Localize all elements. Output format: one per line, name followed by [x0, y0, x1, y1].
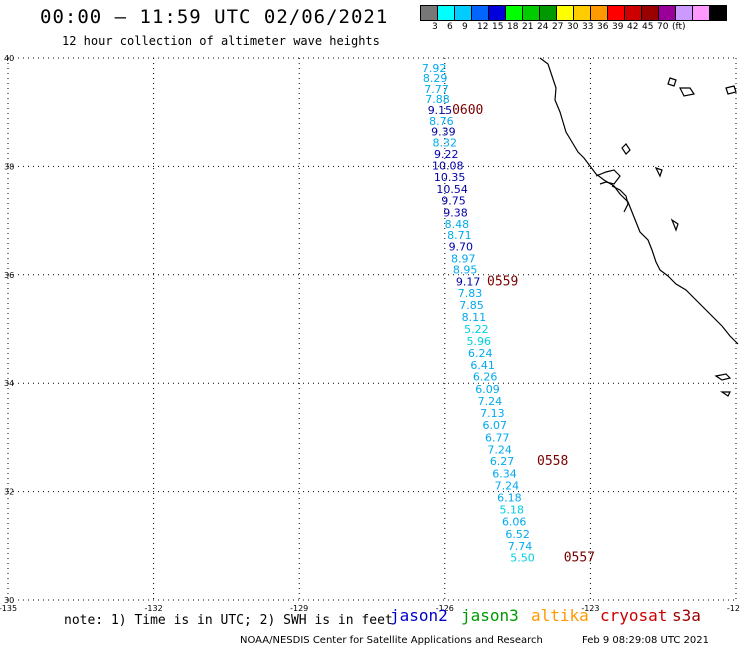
scale-label: 12: [477, 22, 489, 32]
scale-label: 27: [552, 22, 564, 32]
lon-label: -126: [436, 604, 454, 613]
scale-label: 3: [432, 22, 438, 32]
page-title: 00:00 – 11:59 UTC 02/06/2021: [40, 6, 389, 28]
wave-height-value: 7.83: [458, 287, 483, 300]
scale-label: 21: [522, 22, 534, 32]
wave-height-value: 6.24: [468, 347, 493, 360]
wave-height-value: 9.17: [456, 275, 481, 288]
wave-height-value: 8.11: [462, 311, 487, 324]
lon-label: -129: [290, 604, 308, 613]
scale-label: 24: [537, 22, 549, 32]
wave-height-value: 6.41: [470, 359, 495, 372]
pass-time-label: 0559: [487, 274, 518, 289]
wave-height-value: 6.52: [505, 528, 530, 541]
color-scale: [420, 5, 727, 21]
scale-label: 39: [612, 22, 624, 32]
wave-height-value: 7.92: [422, 62, 447, 75]
pass-time-label: 0558: [537, 454, 568, 469]
scale-label: (ft): [672, 22, 686, 32]
wave-height-value: 9.15: [428, 104, 453, 117]
lon-label: -120: [727, 604, 740, 613]
mission-label-s3a: s3a: [672, 606, 701, 625]
footer-credit: NOAA/NESDIS Center for Satellite Applica…: [240, 635, 543, 646]
scale-label: 36: [597, 22, 609, 32]
wave-height-value: 9.75: [441, 195, 466, 208]
wave-height-value: 10.54: [436, 183, 468, 196]
pass-time-label: 0600: [452, 103, 483, 118]
wave-height-value: 10.35: [434, 171, 466, 184]
altimeter-track: 7.928.297.777.889.158.769.398.329.2210.0…: [422, 62, 535, 565]
mission-label-jason2: jason2: [390, 606, 448, 625]
wave-height-value: 5.18: [500, 503, 525, 516]
scale-label: 15: [492, 22, 504, 32]
wave-height-value: 9.22: [434, 148, 459, 161]
lat-label: 32: [4, 488, 14, 497]
wave-height-value: 6.18: [497, 492, 522, 505]
wave-height-value: 6.09: [475, 383, 500, 396]
mission-label-altika: altika: [531, 606, 589, 625]
coastline: [539, 57, 739, 397]
wave-height-value: 9.38: [443, 206, 468, 219]
note-text: note: 1) Time is in UTC; 2) SWH is in fe…: [64, 613, 393, 628]
wave-height-value: 5.50: [510, 552, 535, 565]
wave-height-value: 5.22: [464, 323, 489, 336]
wave-height-value: 7.77: [424, 83, 449, 96]
lat-lon-grid: 40 38 36 34 32 30-135 -132 -129 -126 -123 -120: [0, 54, 740, 613]
lat-label: 30: [4, 596, 14, 605]
wave-height-value: 7.24: [487, 443, 512, 456]
wave-height-value: 5.96: [467, 335, 492, 348]
wave-height-value: 8.32: [433, 137, 458, 150]
lat-label: 40: [4, 54, 14, 63]
wave-height-value: 6.77: [485, 431, 510, 444]
wave-height-value: 7.85: [459, 299, 484, 312]
wave-height-value: 6.06: [502, 515, 527, 528]
scale-swatch: [709, 5, 727, 21]
wave-height-value: 7.13: [480, 407, 505, 420]
wave-height-value: 10.08: [432, 159, 464, 172]
wave-height-value: 7.24: [495, 480, 520, 493]
footer-timestamp: Feb 9 08:29:08 UTC 2021: [582, 635, 709, 646]
page-subtitle: 12 hour collection of altimeter wave hei…: [62, 34, 380, 48]
wave-height-value: 8.29: [423, 72, 448, 85]
pass-time-label: 0557: [564, 551, 595, 566]
wave-height-value: 9.39: [431, 126, 456, 139]
scale-label: 6: [447, 22, 453, 32]
mission-label-jason3: jason3: [461, 606, 519, 625]
wave-height-value: 8.95: [453, 263, 478, 276]
lat-label: 36: [4, 271, 14, 280]
scale-label: 18: [507, 22, 519, 32]
lat-label: 34: [4, 379, 14, 388]
scale-label: 45: [642, 22, 654, 32]
scale-label: 42: [627, 22, 639, 32]
lon-label: -135: [0, 604, 17, 613]
wave-height-value: 7.88: [425, 93, 450, 106]
scale-label: 70: [657, 22, 669, 32]
mission-label-cryosat: cryosat: [600, 606, 668, 625]
wave-height-value: 8.48: [445, 218, 470, 231]
wave-height-value: 7.24: [478, 395, 503, 408]
scale-label: 33: [582, 22, 594, 32]
pass-time-labels: 0600 0559 0558 0557: [452, 103, 595, 566]
lat-label: 38: [4, 162, 14, 171]
wave-height-value: 6.27: [490, 455, 515, 468]
wave-height-value: 7.74: [508, 540, 533, 553]
wave-height-value: 8.97: [451, 253, 476, 266]
wave-height-value: 6.34: [492, 468, 517, 481]
wave-height-value: 9.70: [449, 241, 474, 254]
lon-label: -132: [145, 604, 163, 613]
wave-height-value: 8.71: [447, 229, 472, 242]
scale-label: 30: [567, 22, 579, 32]
wave-height-value: 8.76: [429, 115, 454, 128]
lon-label: -123: [581, 604, 599, 613]
scale-label: 9: [462, 22, 468, 32]
wave-height-value: 6.26: [473, 371, 498, 384]
wave-height-value: 6.07: [483, 419, 508, 432]
